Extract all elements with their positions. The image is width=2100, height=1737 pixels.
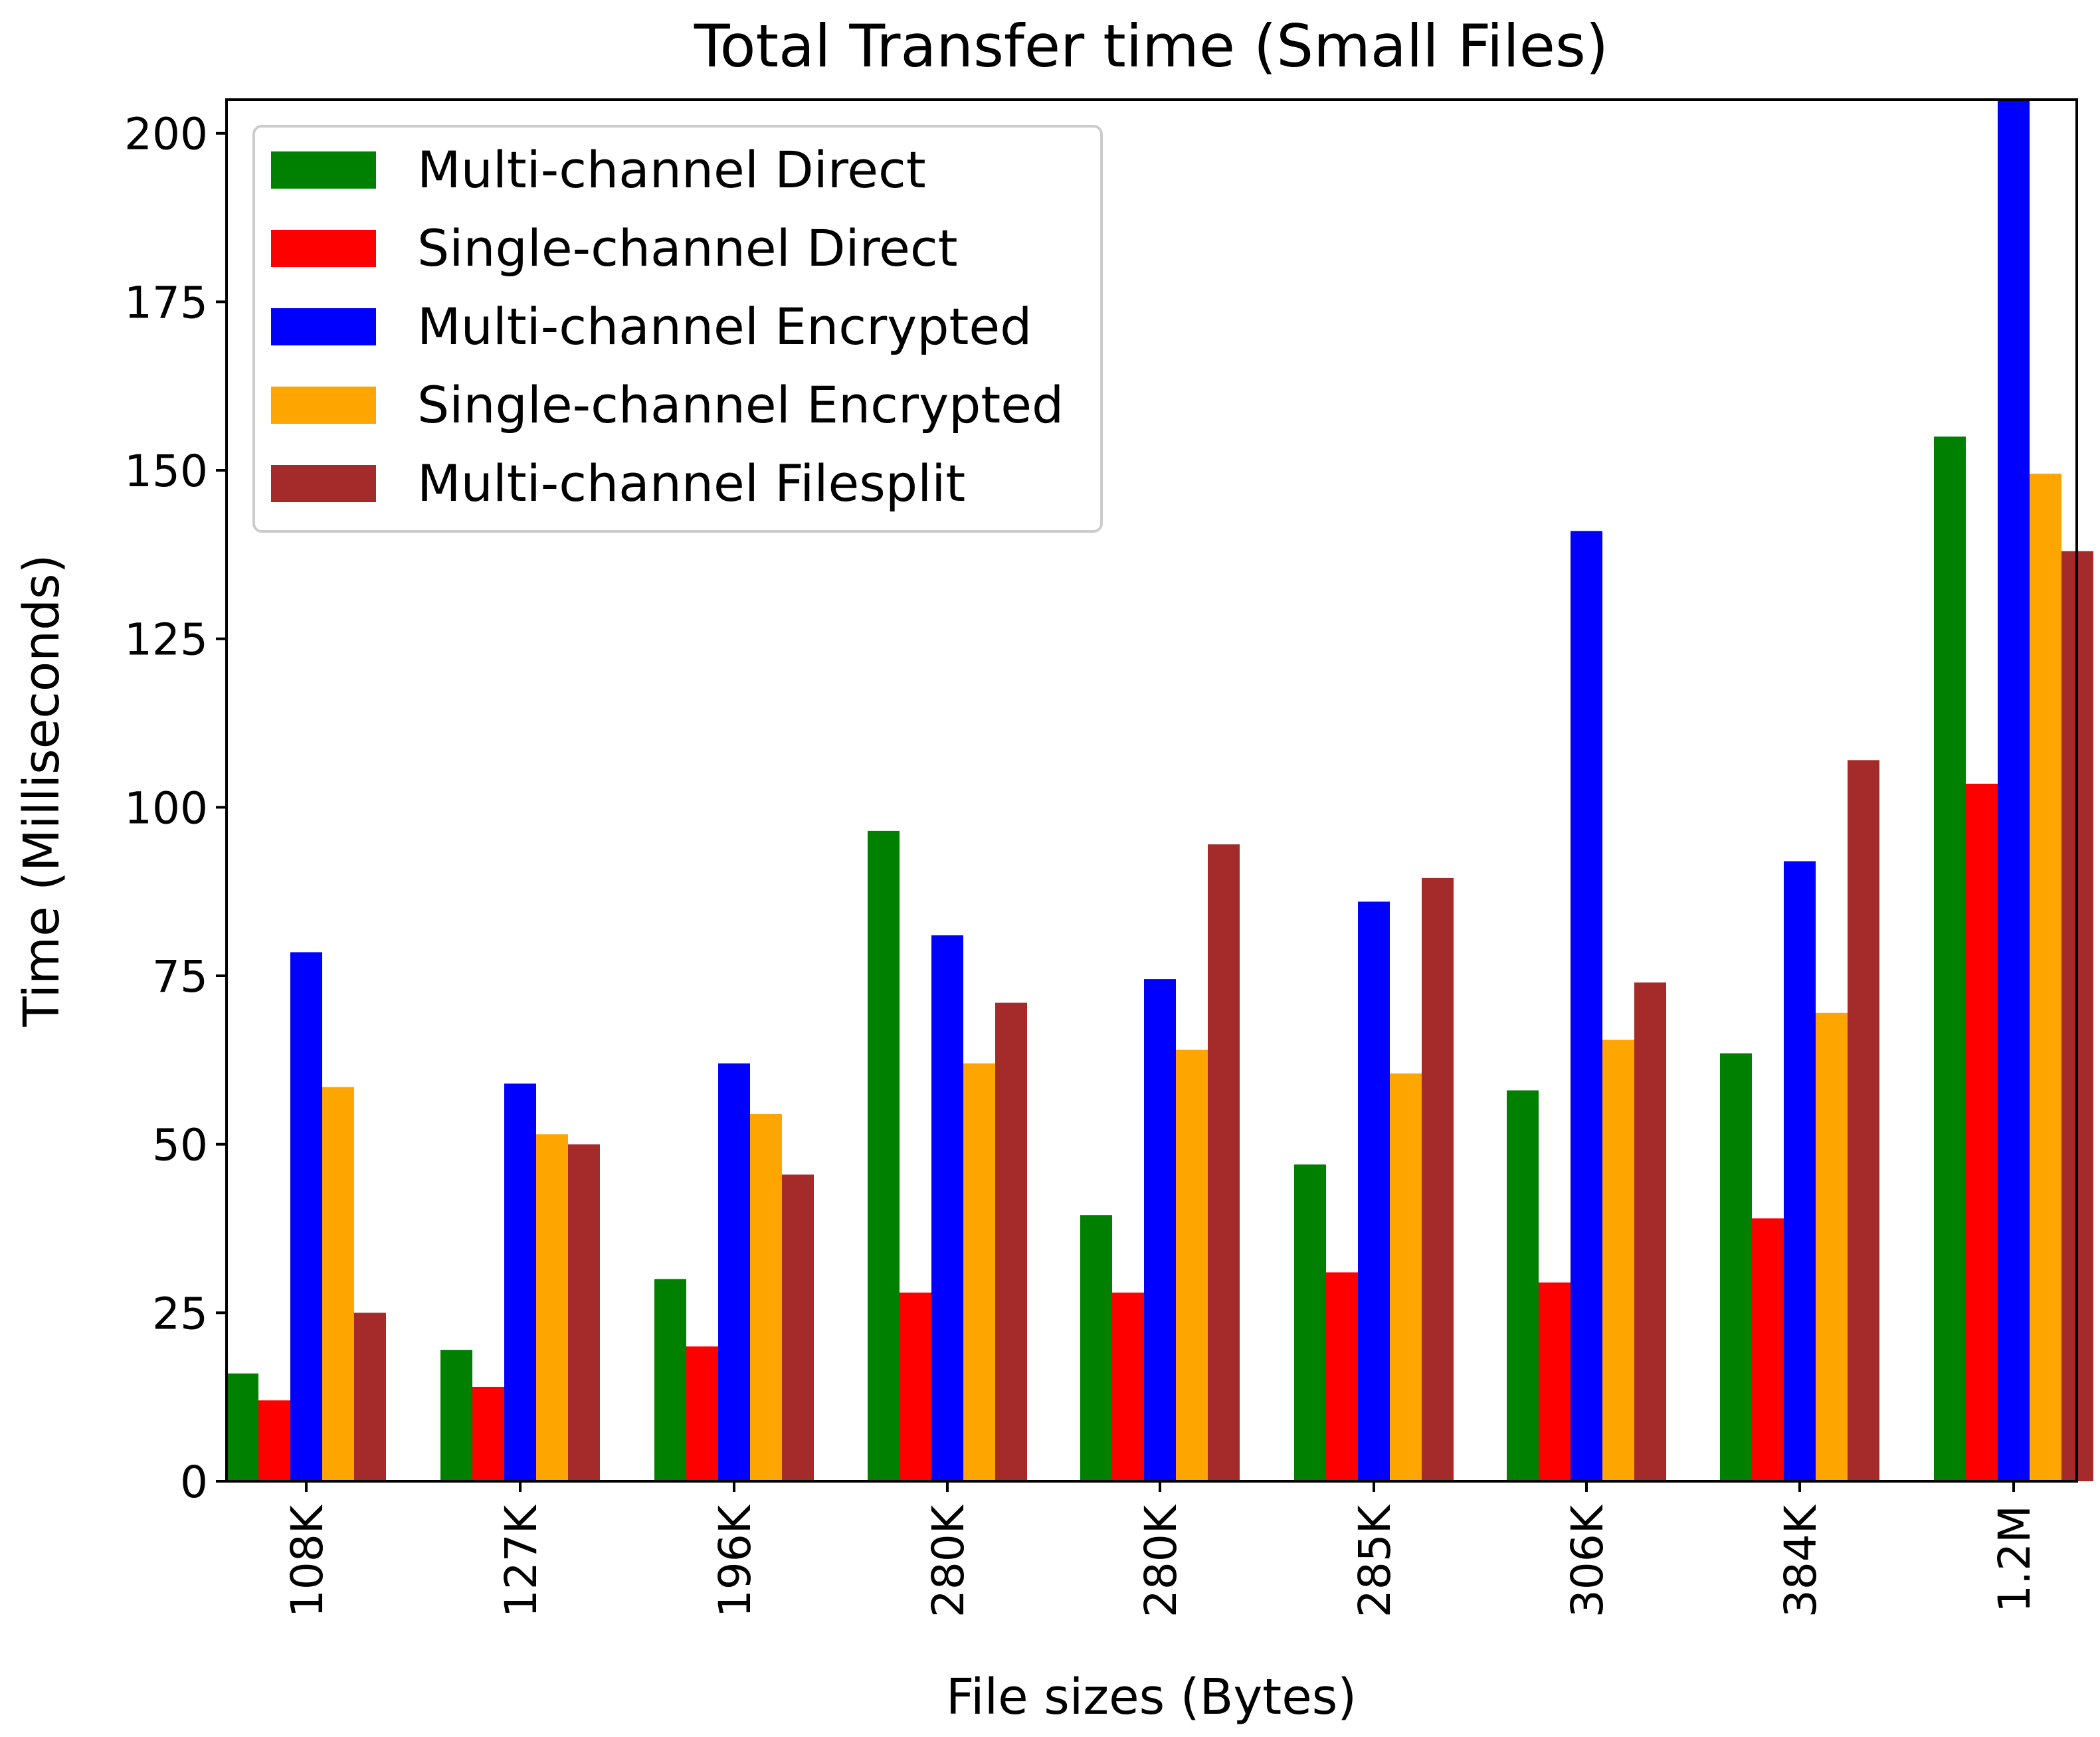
bar <box>1720 1053 1752 1481</box>
x-axis-ticks: 108K 127K 196K 280K 280K 285K 306K 384K 1.2M <box>282 1481 2040 1617</box>
legend-label: Multi-channel Encrypted <box>417 297 1032 356</box>
legend-label: Single-channel Encrypted <box>417 375 1064 434</box>
bars-layer <box>227 100 2093 1481</box>
bar <box>995 1002 1027 1481</box>
bar <box>900 1292 931 1481</box>
bar <box>1934 436 1966 1481</box>
bar <box>1422 877 1454 1481</box>
bar <box>1752 1218 1784 1481</box>
bar <box>1966 783 1998 1481</box>
bar <box>963 1063 995 1481</box>
bar <box>258 1400 290 1481</box>
legend-label: Single-channel Direct <box>417 219 958 278</box>
legend-box <box>252 125 1103 533</box>
bar <box>1358 901 1390 1481</box>
bar <box>227 1373 258 1481</box>
y-tick-label: 175 <box>124 277 208 328</box>
legend-label: Multi-channel Filesplit <box>417 454 965 513</box>
bar <box>354 1313 386 1481</box>
legend-label: Multi-channel Direct <box>417 140 926 199</box>
bar <box>1816 1012 1848 1481</box>
bar <box>536 1134 568 1481</box>
y-tick-label: 100 <box>124 782 208 834</box>
x-tick-label: 285K <box>1349 1504 1400 1617</box>
y-tick-label: 200 <box>124 109 208 160</box>
bar <box>931 935 963 1481</box>
y-tick-label: 25 <box>152 1288 208 1339</box>
legend-swatch <box>271 387 376 424</box>
bar <box>1144 979 1176 1481</box>
bar <box>1294 1164 1326 1481</box>
bar <box>1998 100 2030 1481</box>
y-tick-label: 125 <box>124 614 208 666</box>
y-tick-label: 150 <box>124 446 208 497</box>
bar <box>322 1087 354 1481</box>
bar <box>1080 1215 1112 1481</box>
y-axis-label: Time (Milliseconds) <box>13 555 70 1028</box>
y-tick-label: 0 <box>180 1457 208 1508</box>
x-tick-label: 196K <box>710 1504 761 1617</box>
bar <box>440 1350 472 1481</box>
bar <box>1208 844 1240 1481</box>
bar <box>868 830 900 1481</box>
y-tick-label: 75 <box>152 951 208 1002</box>
bar <box>2030 474 2061 1481</box>
y-axis-ticks: 0 25 50 75 100 125 150 175 200 <box>124 109 227 1508</box>
bar <box>1390 1073 1422 1481</box>
legend-swatch <box>271 308 376 345</box>
bar <box>1634 982 1666 1481</box>
x-axis-label: File sizes (Bytes) <box>946 1669 1357 1726</box>
bar <box>1539 1282 1571 1481</box>
bar <box>1176 1050 1208 1481</box>
x-tick-label: 1.2M <box>1989 1505 2040 1613</box>
x-tick-label: 127K <box>496 1504 547 1617</box>
chart-title: Total Transfer time (Small Files) <box>694 12 1608 80</box>
bar <box>750 1114 782 1481</box>
legend-swatch <box>271 465 376 502</box>
bar <box>1112 1292 1144 1481</box>
legend: Multi-channel Direct Single-channel Direc… <box>252 125 1103 533</box>
legend-swatch <box>271 230 376 267</box>
plot-frame <box>225 98 2078 1483</box>
x-tick-label: 280K <box>923 1504 974 1617</box>
bar <box>782 1174 814 1481</box>
x-tick-label: 306K <box>1562 1504 1613 1617</box>
y-tick-label: 50 <box>152 1120 208 1171</box>
bar <box>290 952 322 1481</box>
bar <box>1848 760 1879 1481</box>
bar <box>1507 1090 1539 1481</box>
bar <box>472 1386 504 1481</box>
x-tick-label: 280K <box>1135 1504 1187 1617</box>
bar <box>654 1279 686 1481</box>
bar <box>1326 1272 1358 1481</box>
legend-swatch <box>271 151 376 189</box>
bar <box>1784 861 1816 1481</box>
bar <box>686 1346 718 1481</box>
bar <box>568 1144 600 1481</box>
bar <box>1602 1040 1634 1481</box>
bar <box>1571 531 1602 1481</box>
x-tick-label: 384K <box>1775 1504 1826 1617</box>
bar <box>718 1063 750 1481</box>
bar <box>504 1083 536 1481</box>
x-tick-label: 108K <box>282 1504 333 1617</box>
